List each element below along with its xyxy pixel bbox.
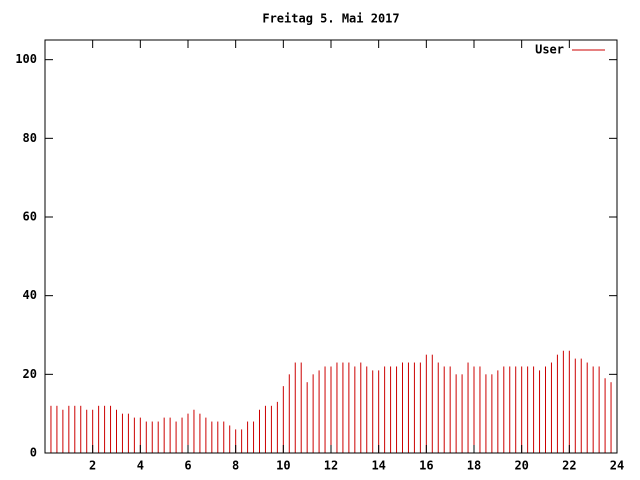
x-tick-label: 4 <box>137 459 144 473</box>
y-tick-label: 80 <box>23 131 37 145</box>
y-tick-label: 100 <box>15 52 37 66</box>
x-tick-label: 12 <box>324 459 338 473</box>
x-tick-label: 6 <box>184 459 191 473</box>
x-tick-label: 18 <box>467 459 481 473</box>
y-tick-label: 60 <box>23 210 37 224</box>
x-tick-label: 8 <box>232 459 239 473</box>
plot-frame <box>44 39 618 454</box>
y-tick-label: 20 <box>23 367 37 381</box>
x-tick-label: 16 <box>419 459 433 473</box>
x-tick-label: 2 <box>89 459 96 473</box>
x-tick-label: 10 <box>276 459 290 473</box>
chart-title: Freitag 5. Mai 2017 <box>262 12 399 26</box>
x-tick-label: 22 <box>562 459 576 473</box>
y-tick-label: 0 <box>30 446 37 460</box>
x-tick-label: 14 <box>371 459 385 473</box>
x-tick-label: 24 <box>610 459 624 473</box>
x-tick-label: 20 <box>514 459 528 473</box>
legend-label: User <box>535 43 564 57</box>
y-tick-label: 40 <box>23 288 37 302</box>
